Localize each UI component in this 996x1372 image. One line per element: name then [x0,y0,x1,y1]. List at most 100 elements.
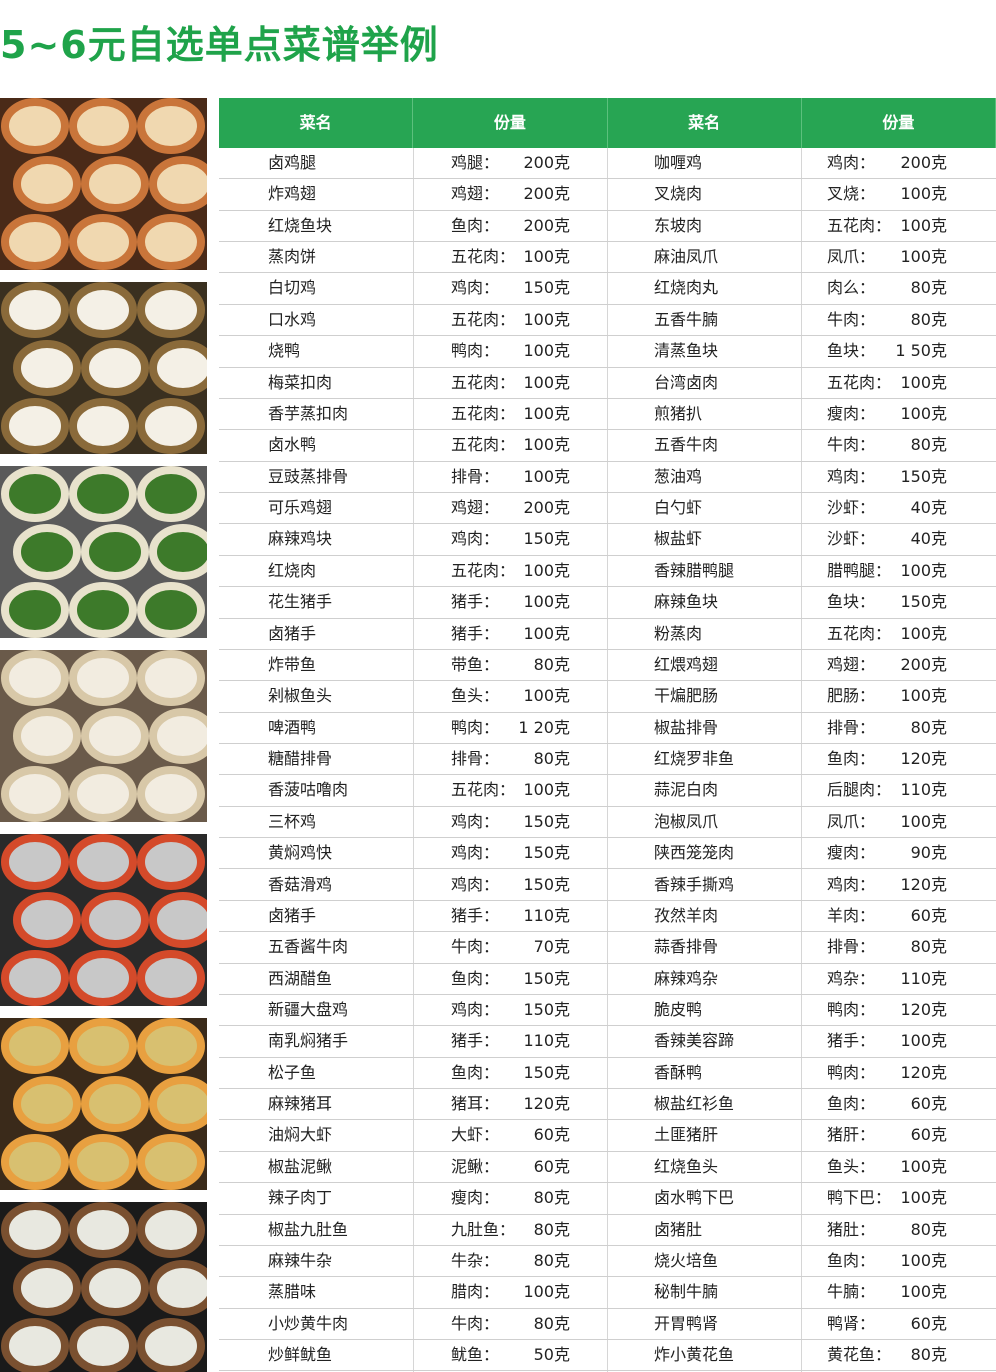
portion-label: 猪耳： [451,1094,500,1114]
portion-amount: 120克 [900,874,947,894]
dish-name: 香辣手撕鸡 [654,874,735,894]
table-row: 炸鸡翅 鸡翅： 200克 叉烧肉 叉烧： 100克 [219,179,996,211]
portion-amount: 150克 [523,811,570,831]
portion-amount: 150克 [523,278,570,298]
bowl [69,650,137,706]
table-row: 辣子肉丁 瘦肉： 80克 卤水鸭下巴 鸭下巴： 100克 [219,1183,996,1215]
portion-amount: 60克 [533,1125,570,1145]
portion-label: 鸭下巴： [827,1188,892,1208]
portion-label: 鸡肉： [451,278,500,298]
bowl [137,1318,205,1372]
table-row: 卤水鸭 五花肉： 100克 五香牛肉 牛肉： 80克 [219,430,996,462]
bowl [149,524,207,580]
bowl [1,1134,69,1190]
table-row: 花生猪手 猪手： 100克 麻辣鱼块 鱼块： 150克 [219,587,996,619]
photo-art [1,834,207,1006]
table-row: 椒盐九肚鱼 九肚鱼： 80克 卤猪肚 猪肚： 80克 [219,1215,996,1246]
bowl [69,214,137,270]
table-row: 香菠咕噜肉 五花肉： 100克 蒜泥白肉 后腿肉： 110克 [219,775,996,807]
portion-amount: 150克 [523,843,570,863]
bowl [13,524,81,580]
food-photo [0,282,207,454]
portion-amount: 100克 [523,560,570,580]
portion-label: 鱼肉： [451,968,500,988]
dish-name: 烧火培鱼 [654,1250,719,1270]
dish-name: 香菠咕噜肉 [268,780,349,800]
portion-label: 排骨： [827,937,876,957]
table-row: 烧鸭 鸭肉： 100克 清蒸鱼块 鱼块： 1 50克 [219,336,996,368]
dish-name: 黄焖鸡快 [268,843,333,863]
portion-label: 鸭肉： [827,1062,876,1082]
portion-amount: 100克 [900,247,947,267]
bowl [137,950,205,1006]
portion-label: 后腿肉： [827,780,892,800]
portion-label: 鸡肉： [451,874,500,894]
portion-label: 鸡肉： [451,999,500,1019]
table-row: 小炒黄牛肉 牛肉： 80克 开胃鸭肾 鸭肾： 60克 [219,1309,996,1341]
bowl [81,1260,149,1316]
dish-name: 南乳焖猪手 [268,1031,349,1051]
portion-label: 鸡杂： [827,968,876,988]
portion-amount: 100克 [523,686,570,706]
table-row: 白切鸡 鸡肉： 150克 红烧肉丸 肉么： 80克 [219,273,996,305]
bowl [149,1260,207,1316]
portion-label: 腊肉： [451,1282,500,1302]
portion-label: 五花肉： [827,215,892,235]
dish-name: 蒜香排骨 [654,937,719,957]
dish-name: 卤水鸭 [268,435,317,455]
portion-label: 鱼肉： [827,749,876,769]
table-row: 可乐鸡翅 鸡翅： 200克 白勺虾 沙虾： 40克 [219,493,996,525]
bowl [1,834,69,890]
bowl [1,582,69,638]
table-row: 卤猪手 猪手： 100克 粉蒸肉 五花肉： 100克 [219,619,996,650]
table-row: 黄焖鸡快 鸡肉： 150克 陕西笼笼肉 瘦肉： 90克 [219,838,996,870]
portion-amount: 100克 [523,592,570,612]
bowl [1,282,69,338]
portion-label: 猪手： [827,1031,876,1051]
dish-name: 麻油凤爪 [654,247,719,267]
portion-label: 猪手： [451,905,500,925]
portion-label: 沙虾： [827,498,876,518]
portion-amount: 1 20克 [518,717,570,737]
bowl [69,282,137,338]
dish-name: 椒盐虾 [654,529,703,549]
portion-amount: 100克 [900,403,947,423]
dish-name: 松子鱼 [268,1062,317,1082]
portion-label: 鱼肉： [451,215,500,235]
photo-art [1,1202,207,1372]
table-row: 蒸腊味 腊肉： 100克 秘制牛腩 牛腩： 100克 [219,1277,996,1309]
portion-label: 鱼头： [451,686,500,706]
bowl [69,582,137,638]
portion-label: 大虾： [451,1125,500,1145]
portion-label: 羊肉： [827,905,876,925]
dish-name: 五香酱牛肉 [268,937,349,957]
bowl [149,708,207,764]
dish-name: 红煨鸡翅 [654,654,719,674]
portion-label: 牛肉： [451,1313,500,1333]
portion-amount: 150克 [900,466,947,486]
dish-name: 干煸肥肠 [654,686,719,706]
dish-name: 白切鸡 [268,278,317,298]
table-row: 梅菜扣肉 五花肉： 100克 台湾卤肉 五花肉： 100克 [219,368,996,399]
column-divider [801,148,802,1372]
portion-amount: 150克 [523,968,570,988]
dish-name: 口水鸡 [268,309,317,329]
portion-amount: 100克 [523,435,570,455]
table-row: 松子鱼 鱼肉： 150克 香酥鸭 鸭肉： 120克 [219,1058,996,1090]
bowl [13,1260,81,1316]
table-row: 椒盐泥鳅 泥鳅： 60克 红烧鱼头 鱼头： 100克 [219,1152,996,1184]
bowl [1,398,69,454]
portion-amount: 80克 [533,1313,570,1333]
dish-name: 麻辣鸡块 [268,529,333,549]
column-header: 份量 [802,98,996,148]
dish-name: 麻辣牛杂 [268,1250,333,1270]
dish-name: 小炒黄牛肉 [268,1313,349,1333]
portion-amount: 100克 [900,686,947,706]
dish-name: 葱油鸡 [654,466,703,486]
table-row: 三杯鸡 鸡肉： 150克 泡椒凤爪 凤爪： 100克 [219,807,996,839]
portion-label: 鸡肉： [827,466,876,486]
portion-amount: 150克 [523,874,570,894]
portion-amount: 100克 [900,1282,947,1302]
dish-name: 红烧罗非鱼 [654,749,735,769]
food-photo [0,466,207,638]
